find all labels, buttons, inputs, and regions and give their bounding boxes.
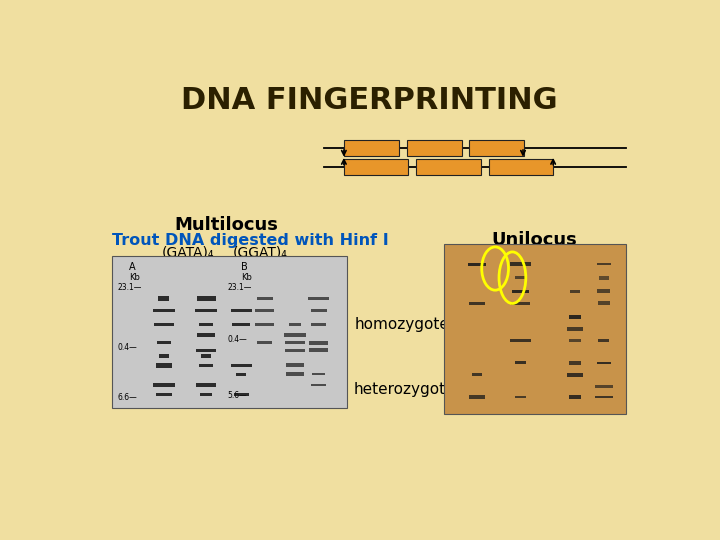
Bar [489,159,553,174]
Bar [156,393,172,396]
Bar [112,256,346,408]
Text: 5.6—: 5.6— [227,391,247,400]
Text: Kb: Kb [241,273,252,282]
Bar [598,301,610,306]
Bar [567,373,583,377]
Bar [153,383,174,387]
Bar [156,363,172,368]
Text: B: B [241,262,248,272]
Bar [255,309,274,313]
Bar [232,323,251,326]
Bar [197,333,215,337]
Bar [195,309,217,312]
Bar [515,396,526,399]
Bar [516,361,526,365]
Bar [512,289,529,293]
Bar [570,340,580,342]
Text: 23.1—: 23.1— [117,284,141,293]
Text: A: A [129,262,135,272]
Bar [597,362,611,364]
Bar [196,349,217,352]
Bar [309,348,328,352]
Bar [344,140,399,156]
Bar [598,289,611,293]
Bar [196,383,217,387]
Bar [595,386,613,388]
Text: 0.4—: 0.4— [227,335,247,344]
Text: homozygote: homozygote [355,317,450,332]
Bar [201,354,212,358]
Bar [230,309,252,312]
Bar [234,393,248,396]
Bar [510,339,531,342]
Text: Trout DNA digested with Hinf I: Trout DNA digested with Hinf I [112,233,389,248]
Bar [311,323,326,326]
Bar [311,384,326,386]
Text: (GATA)₄: (GATA)₄ [161,246,214,260]
Bar [289,322,301,326]
Bar [569,395,581,399]
Text: heterozygote: heterozygote [354,382,455,396]
Bar [286,363,305,367]
Bar [153,309,175,312]
Text: 0.4—: 0.4— [117,342,137,352]
Bar [157,341,171,345]
Text: (GGAT)₄: (GGAT)₄ [233,246,287,260]
Bar [309,341,328,345]
Bar [444,244,626,414]
Text: 6.6—: 6.6— [117,393,137,402]
Text: DNA FINGERPRINTING: DNA FINGERPRINTING [181,86,557,114]
Bar [159,354,169,358]
Bar [257,341,272,344]
Bar [598,339,609,342]
Bar [469,140,524,156]
Bar [236,373,246,376]
Bar [569,361,581,365]
Bar [570,290,580,293]
Bar [199,364,213,367]
Bar [511,302,530,305]
Bar [154,323,174,326]
Bar [597,263,611,265]
Bar [595,396,613,399]
Bar [469,395,485,399]
Bar [312,373,325,375]
Bar [416,159,481,174]
Bar [285,341,305,344]
Bar [284,333,306,337]
Bar [472,374,482,376]
Bar [598,276,609,280]
Bar [287,373,304,376]
Text: 23.1—: 23.1— [227,284,251,293]
Bar [344,159,408,174]
Bar [516,276,526,279]
Bar [469,302,485,305]
Bar [569,315,581,319]
Bar [199,322,213,326]
Bar [200,393,212,396]
Text: Unilocus: Unilocus [492,231,577,249]
Bar [285,349,305,352]
Text: Multilocus: Multilocus [175,216,279,234]
Bar [197,296,215,301]
Bar [567,327,583,330]
Bar [230,364,252,367]
Bar [407,140,462,156]
Text: Kb: Kb [129,273,140,282]
Bar [255,323,274,326]
Bar [256,297,273,300]
Bar [158,296,169,301]
Bar [510,262,531,266]
Bar [308,298,329,300]
Bar [310,309,326,312]
Bar [467,262,486,266]
